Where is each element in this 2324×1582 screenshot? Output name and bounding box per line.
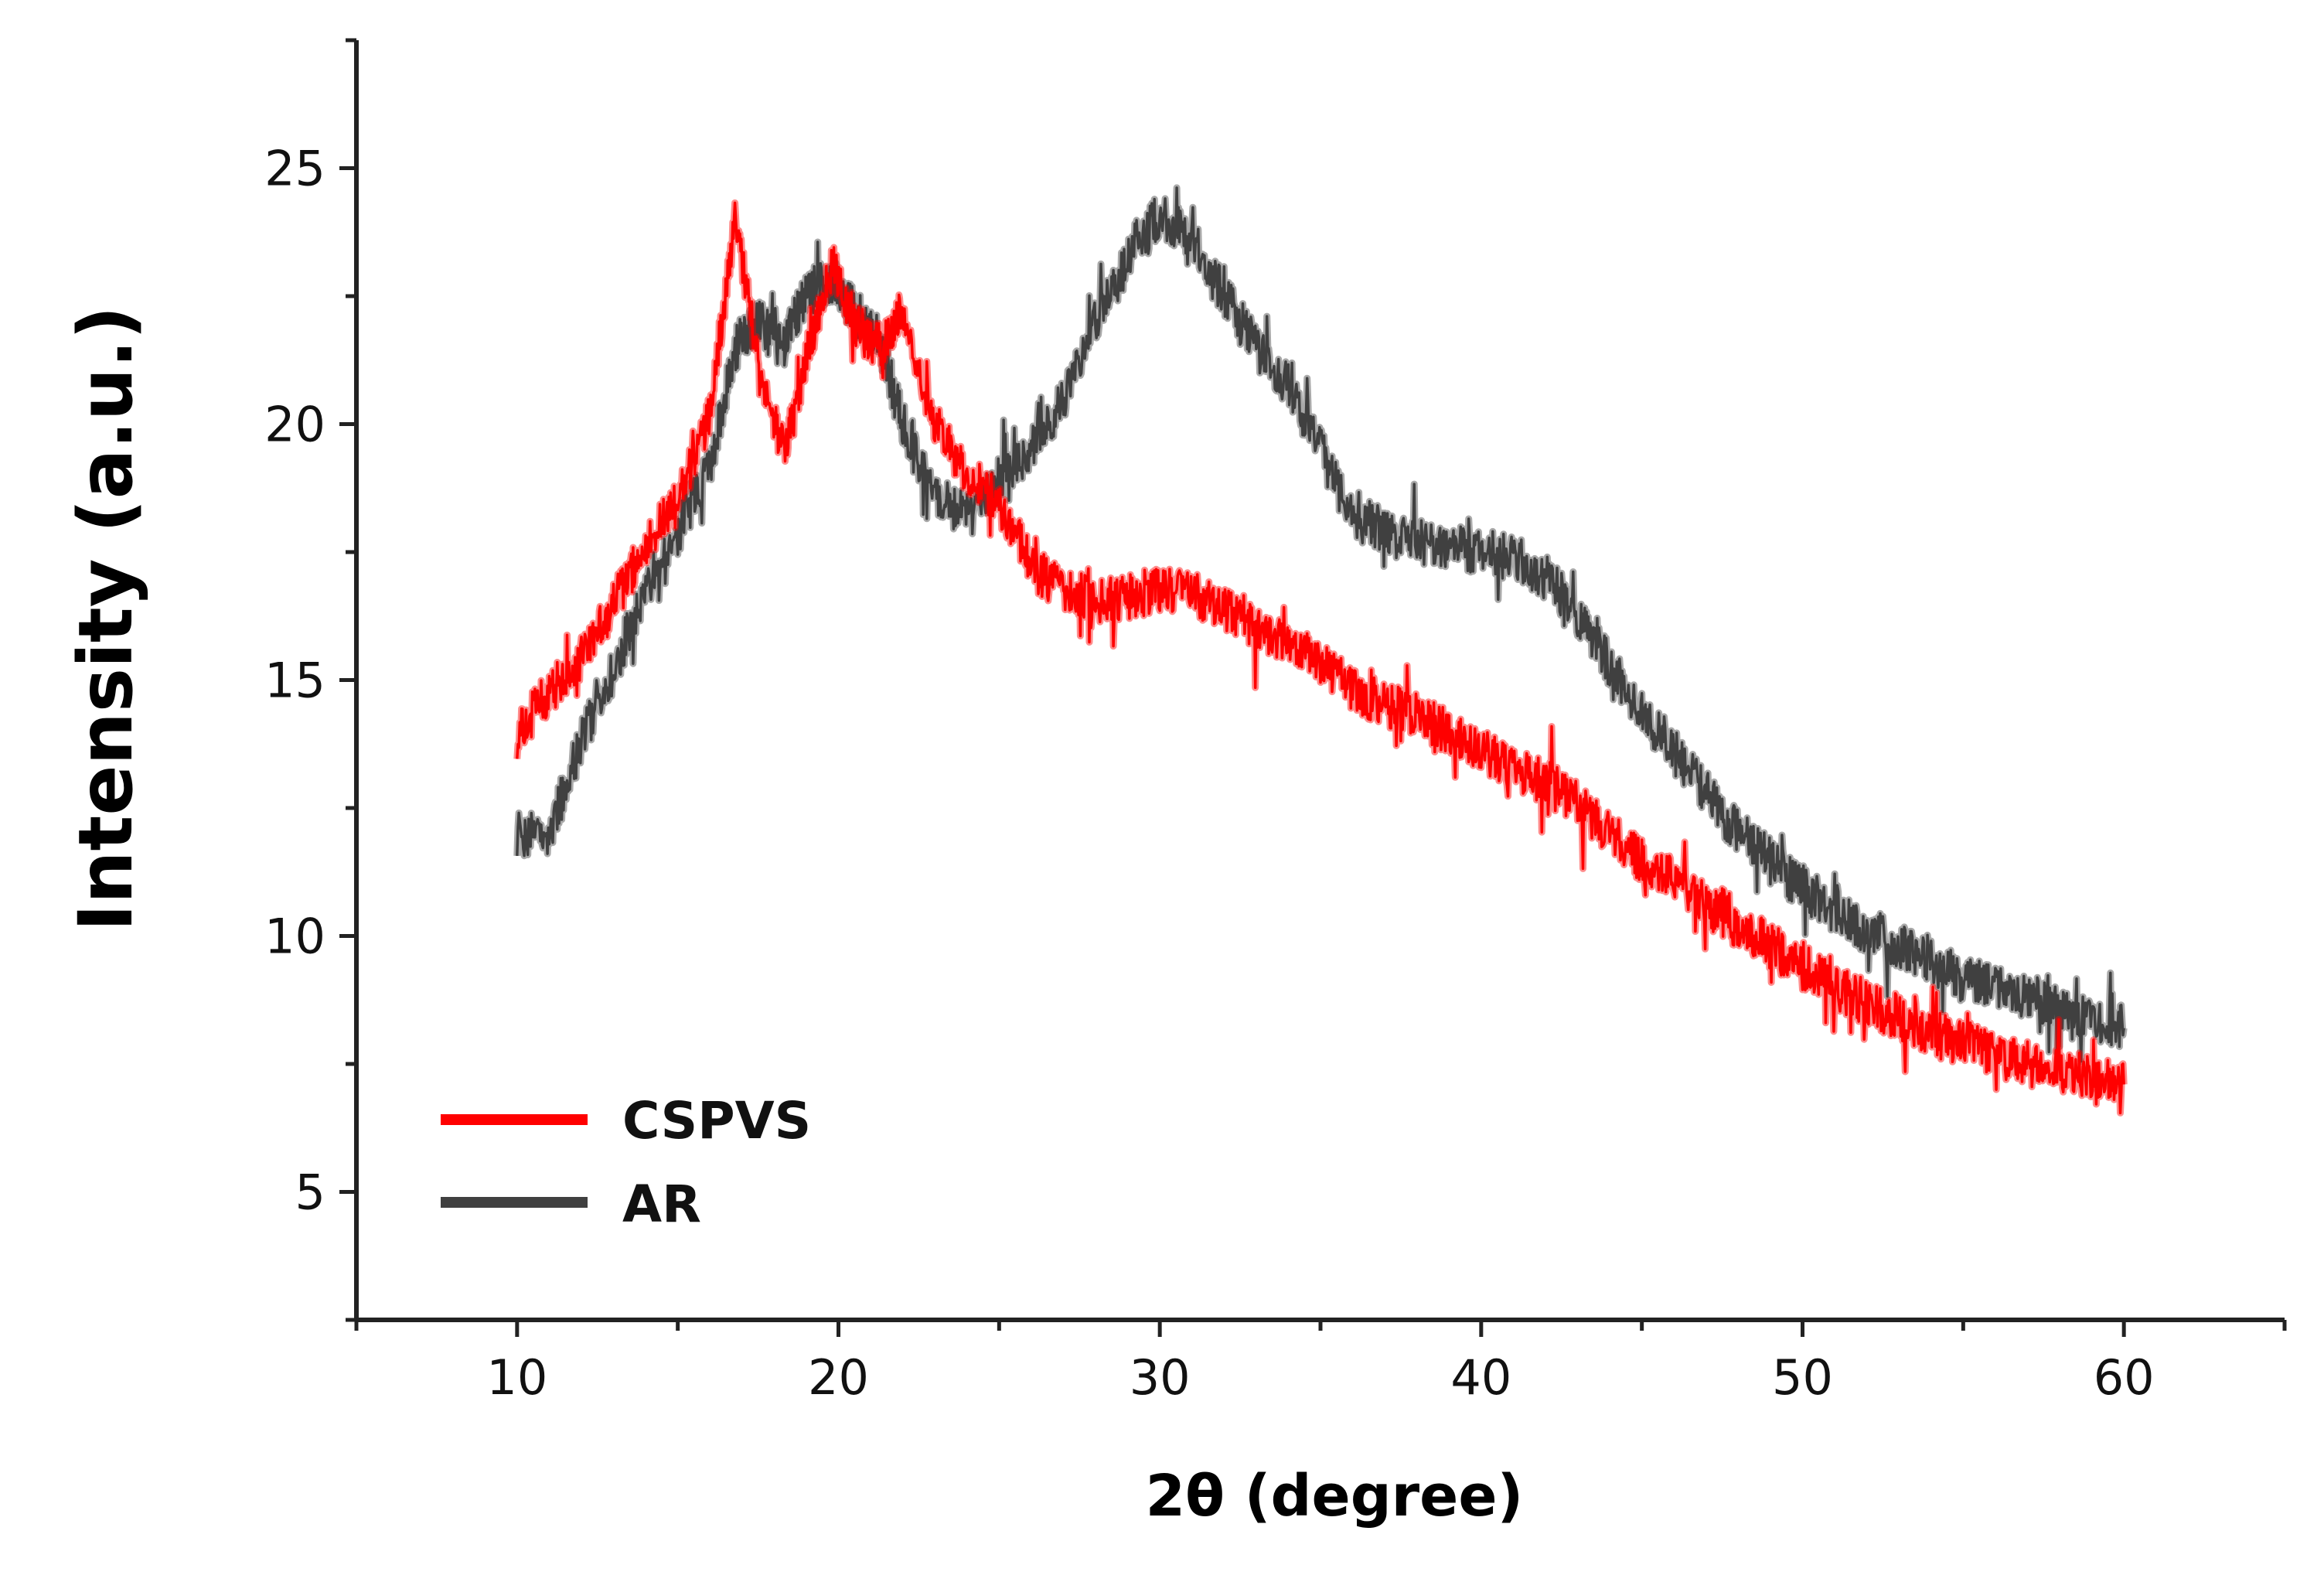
chart-axes: 10 20 30 40 50 60 5 10 15 20 25	[264, 38, 2287, 1406]
x-tick-label: 60	[2094, 1349, 2155, 1406]
y-axis-title: Intensity (a.u.)	[63, 305, 149, 931]
x-tick-label: 20	[808, 1349, 869, 1406]
x-axis-title: 2θ (degree)	[1146, 1463, 1524, 1529]
x-tick-label: 10	[486, 1349, 547, 1406]
legend-label-ar: AR	[622, 1175, 701, 1234]
y-tick-label: 10	[264, 909, 325, 965]
y-tick-label: 25	[264, 141, 325, 197]
series-line-cspvs	[516, 201, 2125, 1115]
legend: CSPVS AR	[441, 1091, 811, 1234]
x-tick-label: 50	[1772, 1349, 1833, 1406]
y-tick-label: 5	[295, 1164, 325, 1221]
y-tick-label: 20	[264, 397, 325, 453]
y-tick-label: 15	[264, 653, 325, 709]
series-line-ar	[516, 186, 2125, 1063]
x-tick-label: 30	[1130, 1349, 1191, 1406]
x-ticks: 10 20 30 40 50 60	[354, 1320, 2287, 1406]
legend-label-cspvs: CSPVS	[622, 1091, 811, 1151]
x-tick-label: 40	[1450, 1349, 1511, 1406]
y-ticks: 5 10 15 20 25	[264, 38, 356, 1322]
series-layer	[513, 184, 2128, 1117]
